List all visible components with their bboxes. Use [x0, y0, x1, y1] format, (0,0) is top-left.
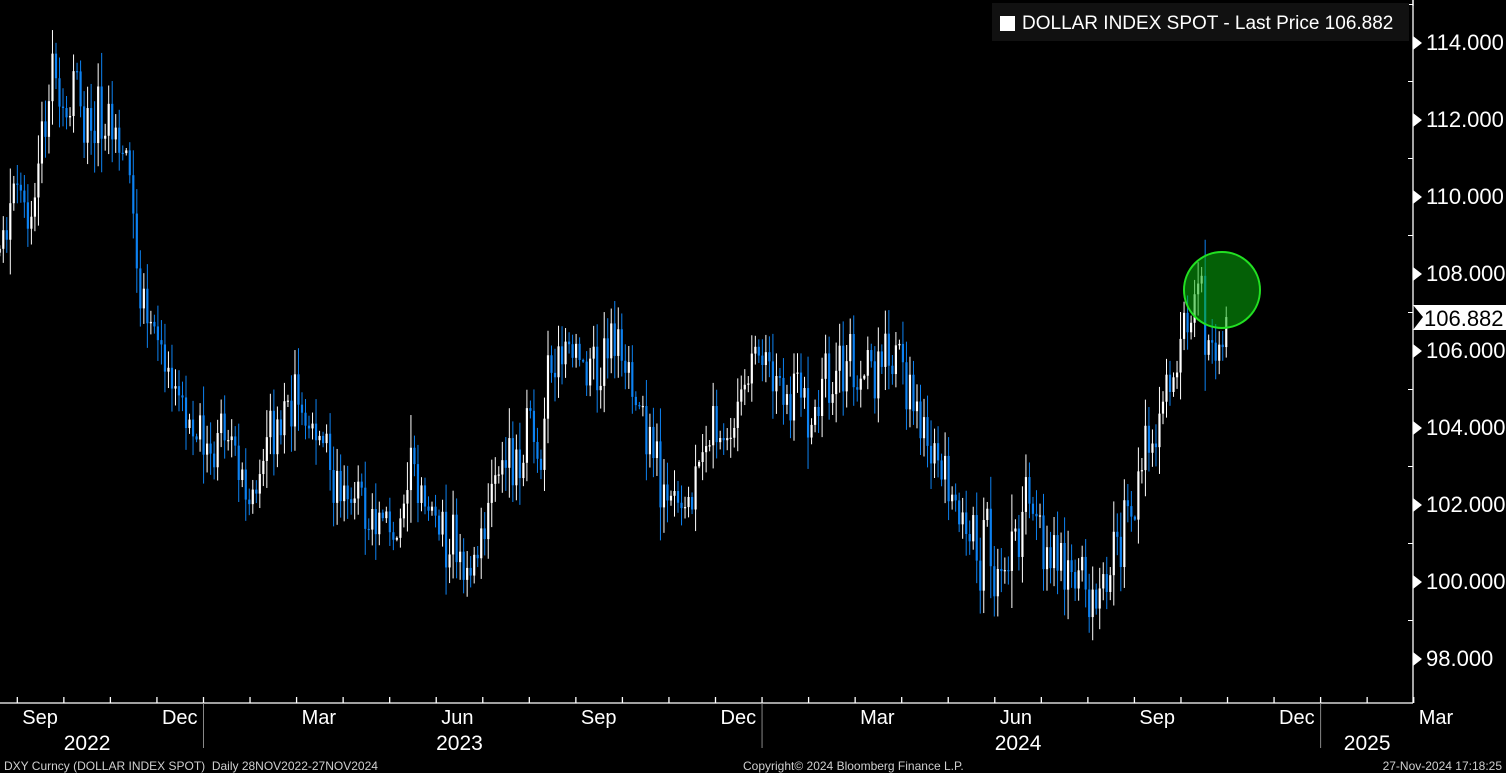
svg-text:108.000: 108.000 [1426, 261, 1506, 286]
svg-text:2024: 2024 [995, 732, 1042, 755]
svg-text:DXY Curncy (DOLLAR INDEX SPOT): DXY Curncy (DOLLAR INDEX SPOT) Daily 28N… [4, 759, 378, 773]
svg-text:Copyright© 2024 Bloomberg Fina: Copyright© 2024 Bloomberg Finance L.P. [743, 759, 964, 773]
svg-text:Sep: Sep [22, 707, 58, 729]
svg-text:DOLLAR INDEX SPOT - Last Price: DOLLAR INDEX SPOT - Last Price 106.882 [1022, 13, 1393, 34]
svg-text:Dec: Dec [1279, 707, 1315, 729]
svg-text:Jun: Jun [441, 707, 473, 729]
svg-text:110.000: 110.000 [1426, 184, 1504, 209]
svg-text:98.000: 98.000 [1426, 646, 1493, 671]
svg-text:Jun: Jun [1000, 707, 1032, 729]
svg-text:Mar: Mar [1419, 707, 1454, 729]
svg-text:112.000: 112.000 [1426, 107, 1504, 132]
svg-text:Sep: Sep [581, 707, 617, 729]
svg-text:102.000: 102.000 [1426, 492, 1506, 517]
svg-text:2022: 2022 [64, 732, 111, 755]
svg-text:114.000: 114.000 [1426, 30, 1504, 55]
svg-text:Sep: Sep [1139, 707, 1175, 729]
svg-text:2023: 2023 [436, 732, 483, 755]
svg-text:104.000: 104.000 [1426, 415, 1506, 440]
svg-text:27-Nov-2024 17:18:25: 27-Nov-2024 17:18:25 [1383, 759, 1503, 773]
svg-text:Mar: Mar [302, 707, 337, 729]
svg-text:100.000: 100.000 [1426, 569, 1506, 594]
svg-text:Mar: Mar [860, 707, 895, 729]
svg-text:106.882: 106.882 [1424, 306, 1504, 331]
svg-text:Dec: Dec [162, 707, 198, 729]
svg-text:2025: 2025 [1344, 732, 1391, 755]
svg-text:106.000: 106.000 [1426, 338, 1506, 363]
svg-text:Dec: Dec [721, 707, 757, 729]
